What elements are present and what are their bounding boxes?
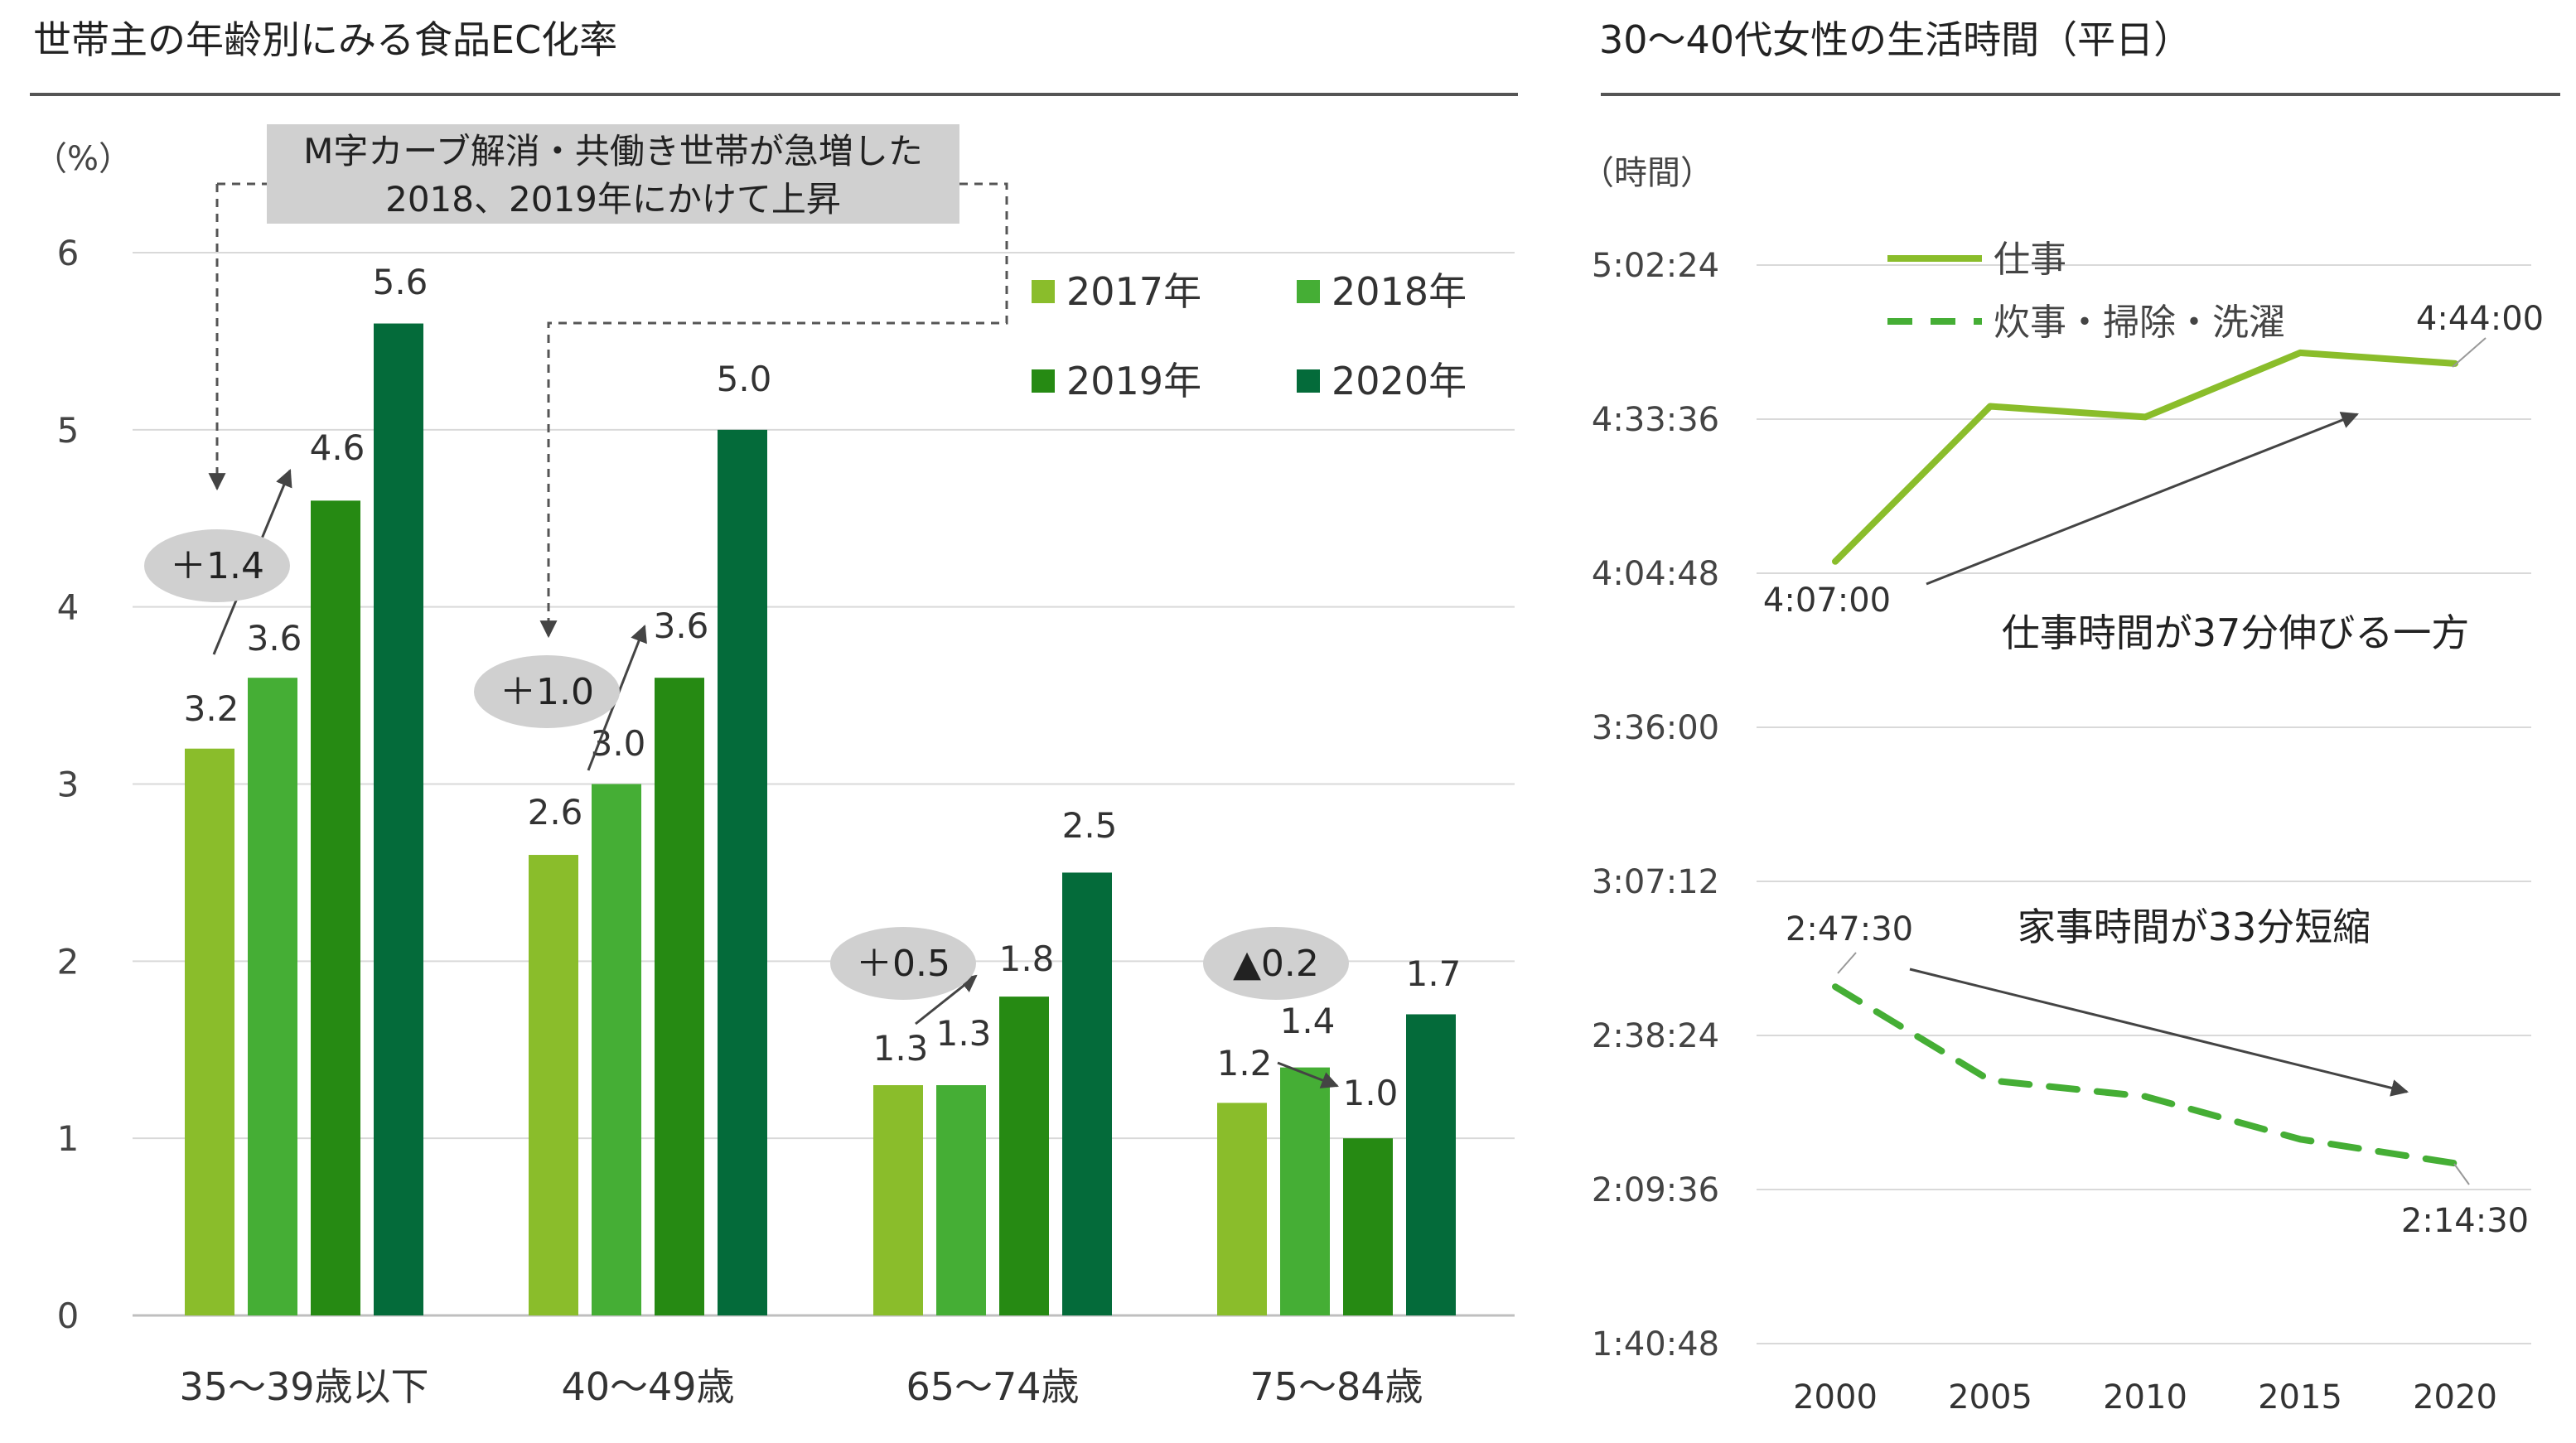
y-tick-label: 0 (57, 1296, 80, 1336)
house-start-label: 2:47:30 (1786, 910, 1913, 948)
bar-2019年 (655, 678, 704, 1315)
bar-2019年 (311, 500, 360, 1315)
bar-2020年 (1062, 872, 1112, 1315)
callout-dashed-arrow (539, 182, 1008, 639)
left-title-rule (30, 93, 1518, 96)
y-tick-label: 5 (57, 410, 80, 451)
x-tick-label: 2000 (1793, 1378, 1878, 1416)
bar-2020年 (718, 429, 767, 1316)
y-tick-label: 3:07:12 (1592, 863, 1719, 901)
leader-line (2453, 1163, 2470, 1185)
series-line-炊事・掃除・洗濯 (1832, 983, 2458, 1167)
series-line-仕事 (1832, 349, 2458, 565)
y-tick-label: 1:40:48 (1592, 1325, 1719, 1363)
legend-swatch-2019年 (1032, 369, 1055, 393)
change-badge (830, 927, 976, 1000)
change-badge-label: ＋0.5 (856, 943, 950, 985)
bar-2018年 (592, 784, 641, 1315)
change-badge (474, 655, 620, 728)
x-tick-label: 2005 (1948, 1378, 2032, 1416)
bar-2020年 (374, 323, 423, 1315)
x-category-label: 35〜39歳以下 (179, 1364, 428, 1409)
bar-2017年 (185, 748, 234, 1315)
y-tick-label: 4:04:48 (1592, 555, 1719, 593)
callout-text: 2018、2019年にかけて上昇 (385, 179, 841, 220)
bar-value-label: 5.0 (717, 359, 772, 399)
legend-swatch-2018年 (1297, 280, 1320, 303)
y-tick-label: 6 (57, 233, 80, 273)
legend-label: 2020年 (1331, 359, 1467, 403)
bar-2019年 (999, 997, 1049, 1315)
house-trend-arrow (1909, 968, 2409, 1097)
work-trend-note: 仕事時間が37分伸びる一方 (2002, 610, 2470, 655)
callout-box (267, 124, 959, 224)
house-trend-note: 家事時間が33分短縮 (2018, 905, 2371, 949)
bar-value-label: 1.2 (1217, 1043, 1273, 1083)
bar-value-label: 1.3 (873, 1028, 929, 1069)
bar-value-label: 3.6 (247, 618, 302, 659)
change-badge (144, 529, 290, 602)
legend-label: 炊事・掃除・洗濯 (1994, 302, 2285, 344)
bar-value-label: 2.6 (528, 792, 583, 832)
legend-label: 2019年 (1066, 359, 1201, 403)
bar-value-label: 1.8 (999, 939, 1055, 979)
change-badge-label: ＋1.0 (500, 671, 594, 713)
work-end-label: 4:44:00 (2416, 300, 2544, 338)
bar-2017年 (1217, 1103, 1267, 1315)
y-tick-label: 2:09:36 (1592, 1171, 1719, 1209)
bar-value-label: 2.5 (1062, 805, 1118, 846)
y-axis-unit: （%） (34, 140, 132, 178)
change-badge-label: ＋1.4 (170, 545, 264, 587)
work-start-label: 4:07:00 (1763, 582, 1891, 620)
bar-2018年 (1280, 1067, 1330, 1315)
bar-2020年 (1406, 1014, 1456, 1315)
bar-value-label: 3.6 (654, 606, 709, 646)
y-tick-label: 2 (57, 941, 80, 982)
bar-2017年 (529, 855, 578, 1315)
leader-line (1837, 952, 1857, 974)
y-tick-label: 4 (57, 587, 80, 628)
legend-label: 2017年 (1066, 269, 1201, 314)
y-axis-unit: （時間） (1581, 154, 1713, 192)
y-tick-label: 1 (57, 1118, 80, 1159)
bar-value-label: 1.7 (1406, 953, 1462, 994)
x-category-label: 65〜74歳 (906, 1364, 1079, 1409)
bar-2017年 (873, 1085, 923, 1315)
bar-value-label: 4.6 (310, 427, 365, 468)
x-category-label: 75〜84歳 (1249, 1364, 1423, 1409)
leader-line (2452, 337, 2487, 368)
y-tick-label: 3:36:00 (1592, 709, 1719, 747)
bar-value-label: 1.4 (1280, 1001, 1336, 1041)
bar-value-label: 1.0 (1343, 1073, 1399, 1113)
right-title-rule (1601, 93, 2560, 96)
change-badge-label: ▲0.2 (1233, 943, 1319, 985)
y-tick-label: 2:38:24 (1592, 1017, 1719, 1055)
change-badge (1203, 927, 1349, 1000)
legend-label: 仕事 (1994, 239, 2066, 281)
x-tick-label: 2010 (2103, 1378, 2187, 1416)
bar-value-label: 5.6 (373, 262, 428, 302)
y-tick-label: 5:02:24 (1592, 247, 1719, 285)
legend-swatch-2017年 (1032, 280, 1055, 303)
x-category-label: 40〜49歳 (561, 1364, 734, 1409)
legend-swatch-2020年 (1297, 369, 1320, 393)
y-tick-label: 3 (57, 765, 80, 805)
growth-arrow (1277, 1061, 1339, 1088)
y-tick-label: 4:33:36 (1592, 401, 1719, 439)
bar-value-label: 1.3 (936, 1013, 992, 1054)
left-chart-title: 世帯主の年齢別にみる食品EC化率 (33, 17, 618, 62)
legend-label: 2018年 (1331, 269, 1467, 314)
x-tick-label: 2015 (2258, 1378, 2342, 1416)
house-end-label: 2:14:30 (2401, 1202, 2529, 1240)
work-trend-arrow (1926, 412, 2359, 586)
x-tick-label: 2020 (2413, 1378, 2497, 1416)
right-chart-title: 30〜40代女性の生活時間（平日） (1599, 17, 2192, 62)
bar-2019年 (1343, 1138, 1393, 1315)
bar-value-label: 3.2 (184, 688, 239, 729)
callout-text: M字カーブ解消・共働き世帯が急増した (303, 131, 923, 171)
bar-2018年 (936, 1085, 986, 1315)
growth-arrow (915, 974, 978, 1026)
bar-2018年 (248, 678, 297, 1315)
